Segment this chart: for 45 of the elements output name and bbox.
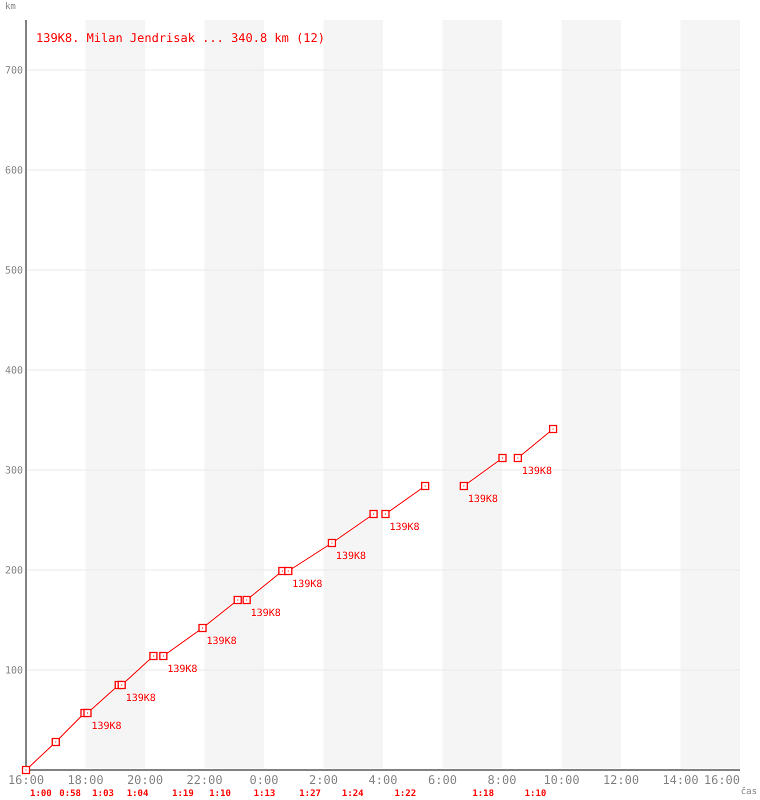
text: 139K8. Milan Jendrisak ... 340.8 km (12) xyxy=(36,31,325,45)
x-tick-label: 18:00 xyxy=(67,773,104,787)
text: 1:18 xyxy=(472,789,494,799)
x-tick-label: 10:00 xyxy=(543,773,580,787)
annotation: 139K8 xyxy=(250,608,281,619)
x-tick-label: 14:00 xyxy=(662,773,699,787)
x-tick-label: 22:00 xyxy=(186,773,223,787)
y-tick-label: 300 xyxy=(4,466,23,476)
annotation: 139K8 xyxy=(91,721,122,732)
text: 1:10 xyxy=(209,789,231,799)
annotation: 139K8 xyxy=(336,551,366,562)
annotation: 139K8 xyxy=(292,579,322,590)
text: 1:19 xyxy=(172,789,194,799)
y-tick-label: 600 xyxy=(4,166,23,176)
x-tick-label: 16:00 xyxy=(704,773,740,787)
annotation: 139K8 xyxy=(126,693,156,704)
text: 1:24 xyxy=(342,789,364,799)
annotation: 139K8 xyxy=(389,522,420,533)
y-tick-label: 400 xyxy=(4,366,23,376)
annotation: 139K8 xyxy=(522,466,552,477)
y-axis-title: km xyxy=(5,2,16,12)
x-tick-label: 4:00 xyxy=(368,773,398,787)
annotation: 139K8 xyxy=(206,636,237,647)
text: 1:03 xyxy=(92,789,114,799)
x-tick-label: 8:00 xyxy=(488,773,516,787)
text: 0:58 xyxy=(59,789,81,799)
y-tick-label: 100 xyxy=(4,666,23,676)
y-tick-label: 700 xyxy=(4,66,23,76)
text: 1:04 xyxy=(126,789,149,799)
x-axis-title: čas xyxy=(740,786,757,797)
y-tick-label: 200 xyxy=(4,566,23,576)
text: 1:00 xyxy=(30,789,52,799)
text: 1:13 xyxy=(254,789,276,799)
text: 1:27 xyxy=(299,789,321,799)
x-tick-label: 2:00 xyxy=(309,773,338,787)
x-tick-label: 12:00 xyxy=(602,773,640,787)
x-tick-label: 6:00 xyxy=(428,773,457,787)
x-tick-label: 16:00 xyxy=(8,773,44,787)
annotation: 139K8 xyxy=(167,664,198,675)
x-tick-label: 20:00 xyxy=(126,773,164,787)
y-tick-label: 500 xyxy=(4,266,23,276)
text: 1:10 xyxy=(524,789,546,799)
x-tick-label: 0:00 xyxy=(250,773,278,787)
text: 1:22 xyxy=(394,789,416,799)
annotation: 139K8 xyxy=(468,494,498,505)
